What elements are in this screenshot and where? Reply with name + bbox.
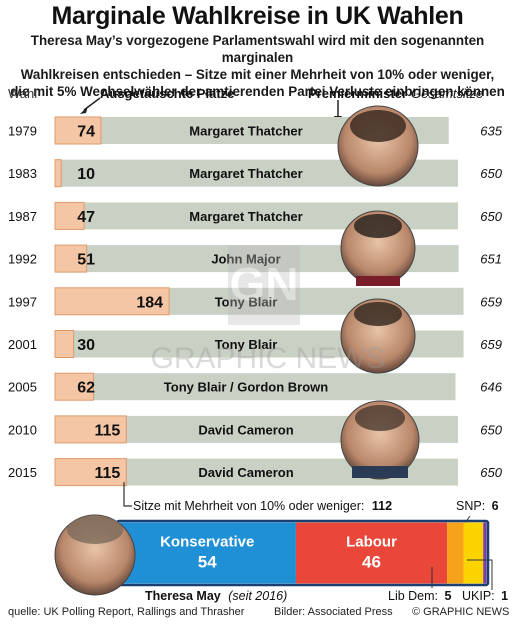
total-seats-label: 650 (480, 209, 502, 224)
total-seats-label: 650 (480, 166, 502, 181)
portrait-thatcher (337, 105, 419, 187)
changed-seats-label: 51 (77, 252, 95, 269)
svg-text:Sitze mit Mehrheit von 10% ode: Sitze mit Mehrheit von 10% oder weniger:… (133, 499, 392, 513)
footer-source: quelle: UK Polling Report, Rallings and … (8, 606, 245, 618)
footer-images: Bilder: Associated Press (274, 606, 393, 618)
party-segment-labour (295, 522, 448, 584)
portrait-may (54, 514, 136, 596)
party-segment-ukip (483, 522, 487, 584)
ukip-pointer (467, 559, 493, 590)
bar-rows: 1979 74 Margaret Thatcher 635 1983 10 Margaret… (8, 116, 503, 487)
ukip-value: 1 (501, 589, 508, 603)
total-seats-label: 659 (480, 294, 502, 309)
pm-label: Margaret Thatcher (189, 166, 302, 181)
total-seats-bar (55, 373, 456, 401)
pm-label: Margaret Thatcher (189, 209, 302, 224)
pm-label: John Major (211, 252, 280, 267)
party-bar: Konservative 54 Labour 46 (118, 522, 487, 584)
changed-seats-bar (54, 201, 85, 230)
svg-text:Lib Dem: 5: Lib Dem: 5 (388, 589, 452, 603)
year-label: 1987 (8, 209, 37, 224)
year-label: 2001 (8, 337, 37, 352)
snp-value: 6 (492, 499, 499, 513)
chart-subtitle: Theresa May’s vorgezogene Parlamentswahl… (6, 32, 509, 100)
changed-seats-bar (54, 116, 102, 145)
party-value-label: 46 (362, 553, 381, 572)
libdem-label: Lib Dem: (388, 589, 438, 603)
portrait-cameron (340, 400, 420, 480)
changed-seats-label: 30 (77, 337, 95, 354)
svg-text:SNP: 6: SNP: 6 (456, 499, 499, 513)
pm-label: Margaret Thatcher (189, 124, 302, 139)
subtitle-line-2: Wahlkreisen entschieden – Sitze mit eine… (20, 67, 495, 82)
svg-text:UKIP: 1: UKIP: 1 (462, 589, 508, 603)
changed-seats-label: 62 (77, 380, 95, 397)
total-seats-label: 650 (480, 465, 502, 480)
pm-label: Tony Blair (215, 294, 278, 309)
total-seats-header: Gesamtsitze (411, 86, 484, 101)
party-segment-konservative (118, 522, 296, 584)
portrait-major (340, 210, 416, 286)
changed-seats-bar (54, 287, 170, 316)
total-seats-label: 659 (480, 337, 502, 352)
marginal-callout-line (123, 482, 132, 507)
subtitle-line-1: Theresa May’s vorgezogene Parlamentswahl… (30, 33, 485, 65)
changed-seats-bar (54, 458, 127, 487)
party-name-label: Konservative (160, 534, 254, 551)
total-seats-label: 646 (480, 380, 502, 395)
portrait-blair (340, 298, 416, 374)
snp-label: SNP: (456, 499, 485, 513)
marginal-label: Sitze mit Mehrheit von 10% oder weniger: (133, 499, 364, 513)
year-column-header: Wahl (8, 86, 38, 101)
party-name-label: Labour (346, 534, 397, 551)
svg-text:Theresa May (seit 2016): Theresa May (seit 2016) (145, 589, 287, 603)
year-label: 1979 (8, 124, 37, 139)
may-name: Theresa May (145, 589, 221, 603)
libdem-value: 5 (445, 589, 452, 603)
changed-seats-label: 74 (77, 124, 95, 141)
total-seats-label: 651 (480, 252, 502, 267)
svg-text:GN: GN (230, 258, 299, 310)
changed-seats-label: 184 (136, 294, 163, 311)
changed-seats-bar (54, 415, 127, 444)
total-seats-label: 650 (480, 422, 502, 437)
year-label: 1997 (8, 294, 37, 309)
year-label: 1983 (8, 166, 37, 181)
footer-copyright: © GRAPHIC NEWS (412, 606, 510, 618)
watermark-text: GRAPHIC NEWS (150, 342, 385, 375)
marginal-total: 112 (372, 499, 392, 513)
may-since: (seit 2016) (228, 589, 287, 603)
party-segment-snp (463, 522, 484, 584)
pm-header-label: Premierminister (308, 86, 407, 101)
chart-title: Marginale Wahlkreise in UK Wahlen (51, 2, 464, 30)
changed-seats-bar (54, 330, 75, 358)
changed-seats-bar (54, 372, 94, 401)
changed-seats-label: 10 (77, 166, 95, 183)
ukip-label: UKIP: (462, 589, 495, 603)
year-label: 2010 (8, 422, 37, 437)
changed-seats-bar (54, 159, 62, 188)
party-segment-lib-dem (447, 522, 464, 584)
changed-seats-label: 115 (94, 422, 120, 439)
pm-label: David Cameron (198, 465, 293, 480)
subtitle-line-3: die mit 5% Wechselwähler der amtierenden… (10, 84, 505, 99)
year-label: 2015 (8, 465, 37, 480)
pm-header: Premierminister Gesamtsitze (308, 86, 483, 101)
watermark: GN GRAPHIC NEWS (150, 245, 386, 375)
changed-seats-header: Ausgetauschte Plätze (100, 86, 235, 101)
pm-label: Tony Blair (215, 337, 278, 352)
changed-seats-pointer-head (80, 106, 88, 114)
year-label: 1992 (8, 252, 37, 267)
changed-seats-label: 47 (77, 209, 95, 226)
pm-label: Tony Blair / Gordon Brown (164, 380, 328, 395)
changed-seats-label: 115 (94, 465, 120, 482)
year-label: 2005 (8, 380, 37, 395)
total-seats-label: 635 (480, 124, 502, 139)
pm-label: David Cameron (198, 422, 293, 437)
changed-seats-bar (54, 244, 88, 273)
party-value-label: 54 (198, 553, 217, 572)
